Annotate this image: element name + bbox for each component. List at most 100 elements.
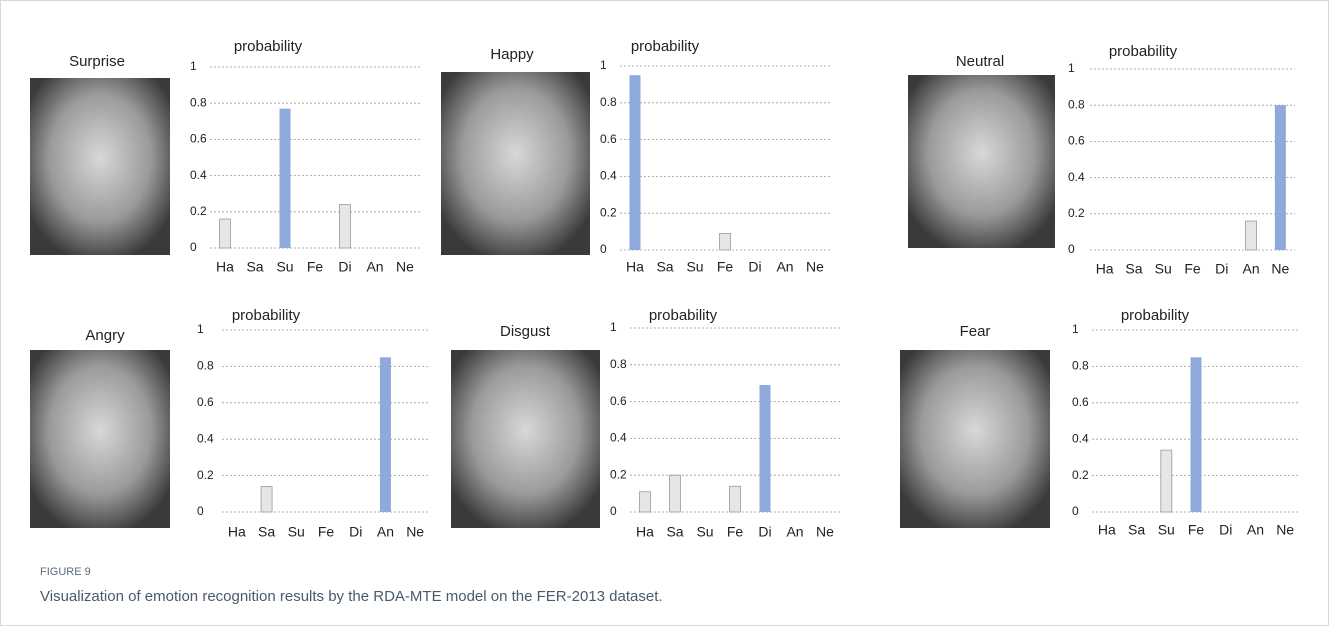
x-tick-label: Sa <box>258 524 275 540</box>
y-tick-label: 0.6 <box>1072 395 1089 409</box>
y-tick-label: 1 <box>197 322 204 336</box>
face-image <box>30 350 170 528</box>
x-tick-label: Su <box>1155 261 1172 277</box>
bar <box>340 205 351 248</box>
x-tick-label: Ha <box>216 259 234 275</box>
y-tick-label: 0.8 <box>1072 359 1089 373</box>
image-label: Fear <box>960 323 991 340</box>
y-tick-label: 0.8 <box>1068 97 1085 111</box>
y-tick-label: 0.6 <box>600 132 617 146</box>
y-tick-label: 0.4 <box>1072 431 1089 445</box>
x-tick-label: Su <box>276 259 293 275</box>
y-tick-label: 0 <box>610 504 617 518</box>
y-tick-label: 0.8 <box>610 357 627 371</box>
y-tick-label: 0 <box>1072 504 1079 518</box>
x-tick-label: Fe <box>1188 522 1205 538</box>
chart-title: probability <box>631 38 700 55</box>
x-tick-label: Ha <box>1098 522 1116 538</box>
y-tick-label: 0.8 <box>600 95 617 109</box>
y-tick-label: 1 <box>1068 61 1075 75</box>
x-tick-label: Fe <box>727 524 744 540</box>
x-tick-label: An <box>1247 522 1264 538</box>
bar <box>720 233 731 250</box>
x-tick-label: An <box>377 524 394 540</box>
x-tick-label: Ne <box>1276 522 1294 538</box>
face-image <box>451 350 600 528</box>
x-tick-label: Di <box>1215 261 1228 277</box>
x-tick-label: Fe <box>318 524 335 540</box>
y-tick-label: 0.8 <box>197 359 214 373</box>
x-tick-label: An <box>786 524 803 540</box>
x-tick-label: Sa <box>246 259 263 275</box>
y-tick-label: 0.4 <box>1068 170 1085 184</box>
y-tick-label: 0.4 <box>610 431 627 445</box>
x-tick-label: Di <box>758 524 771 540</box>
bar <box>1275 105 1286 250</box>
x-tick-label: Di <box>349 524 362 540</box>
y-tick-label: 0.2 <box>190 204 207 218</box>
bar <box>730 486 741 512</box>
y-tick-label: 1 <box>1072 322 1079 336</box>
bar <box>380 357 391 512</box>
chart-title: probability <box>1121 307 1190 324</box>
y-tick-label: 0 <box>1068 242 1075 256</box>
chart-title: probability <box>232 307 301 324</box>
x-tick-label: Sa <box>666 524 683 540</box>
y-tick-label: 1 <box>610 320 617 334</box>
x-tick-label: Su <box>696 524 713 540</box>
y-tick-label: 0.6 <box>190 132 207 146</box>
y-tick-label: 0.6 <box>1068 134 1085 148</box>
x-tick-label: Ne <box>806 259 824 275</box>
y-tick-label: 1 <box>600 58 607 72</box>
y-tick-label: 0.4 <box>600 169 617 183</box>
x-tick-label: Di <box>748 259 761 275</box>
x-tick-label: Su <box>1158 522 1175 538</box>
x-tick-label: Sa <box>1125 261 1142 277</box>
y-tick-label: 0.6 <box>610 394 627 408</box>
bar <box>1161 450 1172 512</box>
x-tick-label: Fe <box>717 259 734 275</box>
x-tick-label: An <box>366 259 383 275</box>
x-tick-label: Ne <box>1271 261 1289 277</box>
x-tick-label: An <box>1243 261 1260 277</box>
y-tick-label: 0.2 <box>1072 468 1089 482</box>
bar <box>760 385 771 512</box>
figure-label: FIGURE 9 <box>40 566 91 578</box>
y-tick-label: 0 <box>190 240 197 254</box>
face-image <box>441 72 590 255</box>
figure-caption: Visualization of emotion recognition res… <box>40 588 663 605</box>
chart-title: probability <box>1109 43 1178 60</box>
y-tick-label: 0.2 <box>600 205 617 219</box>
chart-title: probability <box>234 38 303 55</box>
bar <box>640 492 651 512</box>
x-tick-label: Ne <box>816 524 834 540</box>
x-tick-label: Di <box>1219 522 1232 538</box>
x-tick-label: Ha <box>1096 261 1114 277</box>
bar <box>1191 357 1202 512</box>
x-tick-label: Ha <box>228 524 246 540</box>
bar <box>261 487 272 512</box>
image-label: Disgust <box>500 323 551 340</box>
face-image <box>908 75 1055 248</box>
y-tick-label: 0 <box>600 242 607 256</box>
bar <box>280 109 291 248</box>
image-label: Angry <box>85 327 125 344</box>
x-tick-label: An <box>776 259 793 275</box>
bar <box>220 219 231 248</box>
y-tick-label: 0 <box>197 504 204 518</box>
face-image <box>900 350 1050 528</box>
y-tick-label: 1 <box>190 59 197 73</box>
image-label: Surprise <box>69 53 125 70</box>
x-tick-label: Di <box>338 259 351 275</box>
x-tick-label: Ha <box>636 524 654 540</box>
x-tick-label: Ne <box>406 524 424 540</box>
image-label: Neutral <box>956 53 1004 70</box>
x-tick-label: Su <box>686 259 703 275</box>
x-tick-label: Su <box>288 524 305 540</box>
image-label: Happy <box>490 46 534 63</box>
figure: FIGURE 9 Visualization of emotion recogn… <box>0 0 1329 626</box>
bar <box>1246 221 1257 250</box>
y-tick-label: 0.4 <box>190 168 207 182</box>
face-image <box>30 78 170 255</box>
x-tick-label: Sa <box>656 259 673 275</box>
